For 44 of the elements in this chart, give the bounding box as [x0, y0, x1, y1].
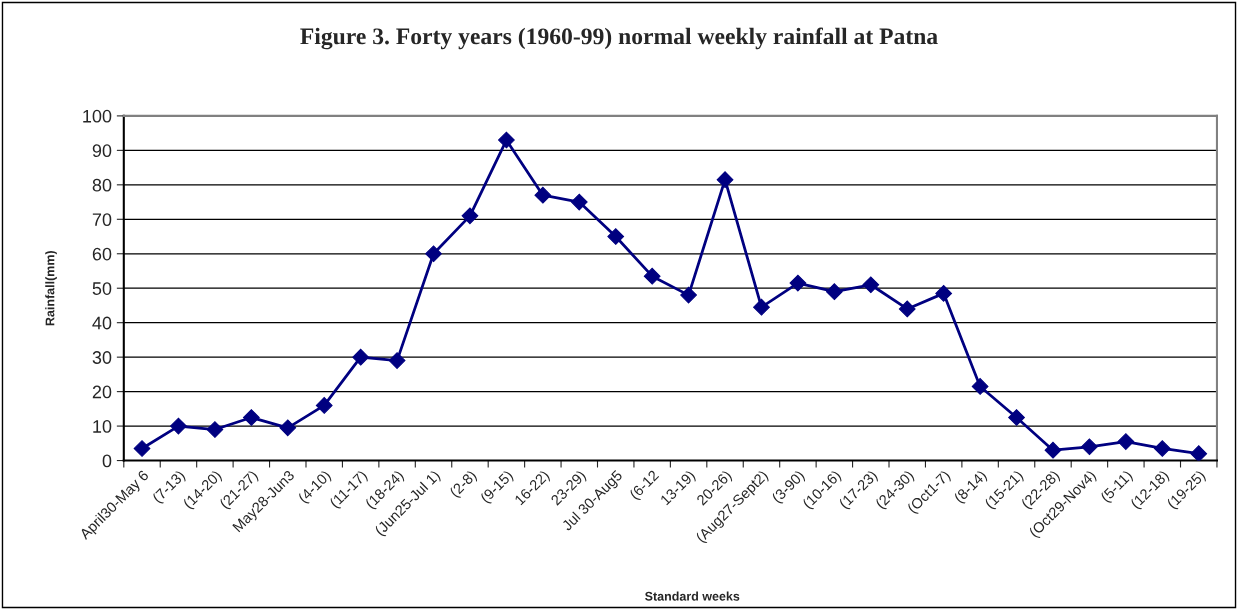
y-tick-label: 10 — [93, 420, 112, 433]
point — [242, 409, 260, 426]
point — [789, 274, 807, 292]
point — [716, 171, 734, 189]
point — [425, 245, 442, 263]
point — [607, 228, 625, 245]
point — [898, 300, 916, 318]
point — [825, 283, 843, 301]
y-tick-label: 50 — [92, 282, 112, 295]
point — [498, 131, 515, 149]
point — [935, 285, 953, 302]
chart-title: Figure 3. Forty years (1960-99) normal weekly rainfall at Patna — [300, 27, 938, 50]
y-tick-label: 20 — [92, 385, 112, 399]
point — [534, 186, 552, 204]
point — [1117, 433, 1135, 450]
y-tick-label: 70 — [92, 213, 112, 227]
point — [1190, 445, 1208, 461]
y-axis-title: Rainfall(mm) — [45, 250, 57, 326]
point — [315, 397, 333, 414]
point — [570, 193, 588, 211]
y-tick-label: 30 — [92, 351, 112, 364]
point — [643, 267, 661, 285]
point — [279, 419, 297, 437]
point — [1044, 441, 1062, 459]
x-axis-title: Standard weeks — [645, 591, 740, 601]
point — [461, 207, 479, 225]
y-tick-label: 90 — [92, 144, 112, 158]
point — [133, 440, 151, 457]
point — [753, 298, 770, 316]
point — [1081, 438, 1098, 456]
point — [680, 286, 697, 304]
y-tick-label: 100 — [83, 109, 112, 123]
point — [352, 348, 370, 366]
point — [1153, 440, 1171, 457]
point — [862, 276, 880, 294]
point — [170, 417, 187, 435]
y-tick-label: 60 — [92, 247, 112, 261]
y-tick-label: 40 — [92, 316, 112, 330]
y-tick-label: 80 — [92, 178, 112, 192]
point — [388, 352, 406, 369]
point — [1008, 409, 1025, 426]
point — [206, 421, 224, 438]
point — [971, 378, 989, 395]
y-tick-label: 0 — [102, 454, 112, 468]
